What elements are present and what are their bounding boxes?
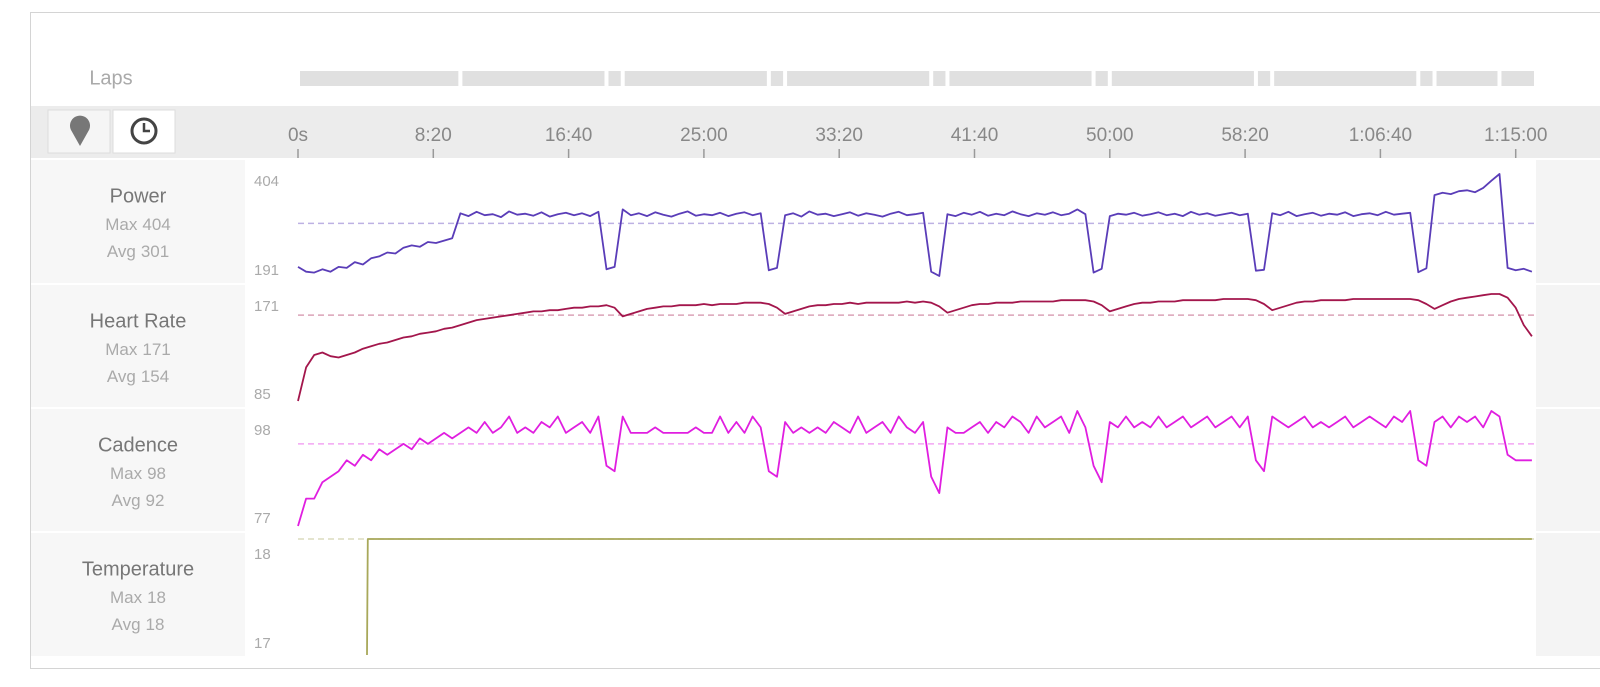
avg-stat: Avg 154 <box>107 367 169 386</box>
y-tick-label: 191 <box>254 262 279 279</box>
clock-icon[interactable] <box>130 117 158 145</box>
x-tick-label: 41:40 <box>951 125 999 146</box>
lap-segment <box>933 71 946 86</box>
max-label: Max <box>110 464 143 483</box>
max-value: 18 <box>147 588 166 607</box>
x-tick-label: 1:15:00 <box>1484 125 1547 146</box>
plot-bg <box>245 533 1536 656</box>
plot-bg <box>245 160 1536 283</box>
avg-value: 92 <box>146 491 165 510</box>
max-stat: Max 171 <box>105 340 171 359</box>
max-label: Max <box>105 340 138 359</box>
map-pin-icon[interactable] <box>70 115 90 146</box>
avg-label: Avg <box>112 491 141 510</box>
x-tick-label: 33:20 <box>815 125 863 146</box>
x-tick-label: 58:20 <box>1221 125 1269 146</box>
panel-right-bg <box>1536 285 1600 407</box>
plot-bg <box>245 285 1536 407</box>
y-tick-label: 77 <box>254 510 271 527</box>
max-label: Max <box>110 588 143 607</box>
avg-label: Avg <box>107 242 136 261</box>
lap-segment <box>1501 71 1534 86</box>
x-tick-label: 50:00 <box>1086 125 1134 146</box>
series-line <box>297 173 1533 277</box>
lap-segment <box>608 71 621 86</box>
plot-bg <box>245 409 1536 531</box>
clock-hands[interactable] <box>142 123 150 133</box>
x-tick-label: 8:20 <box>415 125 452 146</box>
max-label: Max <box>105 215 138 234</box>
series-line <box>366 538 1532 656</box>
map-button[interactable] <box>47 109 111 154</box>
x-tick-label: 16:40 <box>545 125 593 146</box>
avg-label: Avg <box>107 367 136 386</box>
lap-segment <box>300 71 459 86</box>
max-stat: Max 98 <box>110 464 166 483</box>
panel-right-bg <box>1536 160 1600 283</box>
max-value: 171 <box>142 340 170 359</box>
avg-value: 301 <box>141 242 169 261</box>
panel-title: Cadence <box>98 434 178 456</box>
avg-label: Avg <box>112 615 141 634</box>
lap-segment <box>1436 71 1498 86</box>
lap-segment <box>1257 71 1271 86</box>
panel-title: Heart Rate <box>90 310 187 332</box>
panel-label-bg <box>31 409 245 531</box>
avg-value: 18 <box>146 615 165 634</box>
series-line <box>297 410 1532 527</box>
y-tick-label: 18 <box>254 546 271 563</box>
x-tick-label: 25:00 <box>680 125 728 146</box>
max-stat: Max 18 <box>110 588 166 607</box>
lap-segment <box>462 71 605 86</box>
avg-stat: Avg 301 <box>107 242 169 261</box>
panel-label-bg <box>31 533 245 656</box>
y-tick-label: 98 <box>254 422 271 439</box>
lap-segment <box>1111 71 1254 86</box>
avg-stat: Avg 18 <box>112 615 165 634</box>
lap-segment <box>770 71 784 86</box>
x-tick-label: 0s <box>288 125 308 146</box>
y-tick-label: 171 <box>254 298 279 315</box>
y-tick-label: 404 <box>254 173 279 190</box>
lap-segment <box>1420 71 1433 86</box>
panel-label-bg <box>31 285 245 407</box>
max-value: 98 <box>147 464 166 483</box>
time-button[interactable] <box>112 109 176 154</box>
max-value: 404 <box>142 215 170 234</box>
series-line <box>297 293 1533 402</box>
max-stat: Max 404 <box>105 215 171 234</box>
avg-value: 154 <box>141 367 169 386</box>
panel-right-bg <box>1536 533 1600 656</box>
panel-right-bg <box>1536 409 1600 531</box>
y-tick-label: 85 <box>254 386 271 403</box>
lap-segment <box>787 71 930 86</box>
lap-segment <box>949 71 1092 86</box>
laps-label: Laps <box>89 67 132 89</box>
lap-segment <box>1274 71 1417 86</box>
lap-segment <box>1095 71 1108 86</box>
time-axis-bar <box>31 106 1600 158</box>
panel-label-bg <box>31 160 245 283</box>
lap-segment <box>624 71 767 86</box>
panel-title: Power <box>110 185 167 207</box>
panel-title: Temperature <box>82 558 194 580</box>
y-tick-label: 17 <box>254 635 271 652</box>
avg-stat: Avg 92 <box>112 491 165 510</box>
x-tick-label: 1:06:40 <box>1349 125 1412 146</box>
